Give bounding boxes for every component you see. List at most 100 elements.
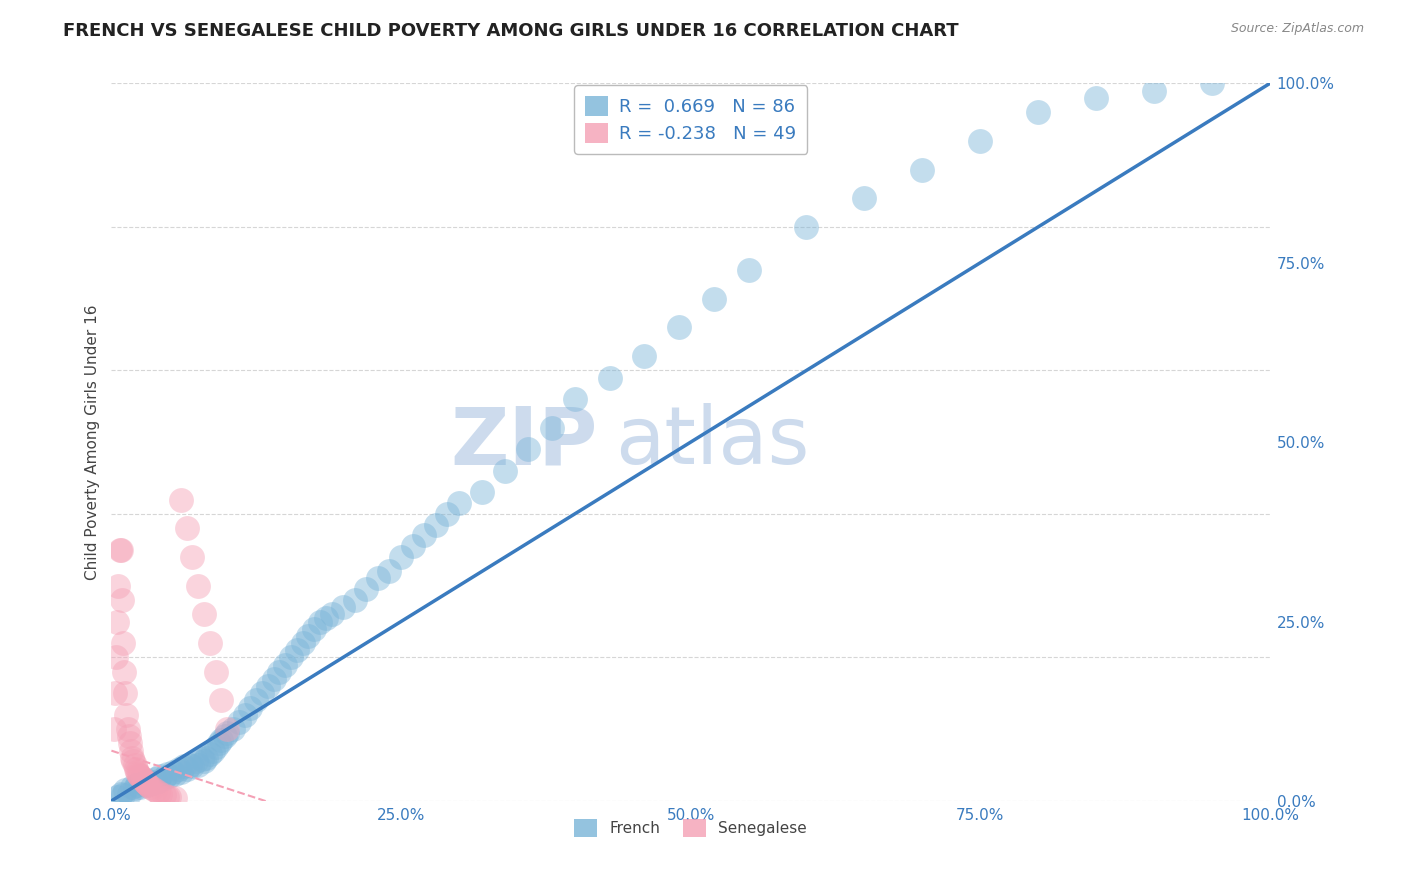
Point — [214, 729, 236, 743]
Point — [111, 788, 134, 802]
Point — [145, 783, 167, 797]
Point — [129, 780, 152, 794]
Point — [117, 722, 139, 736]
Point — [141, 780, 163, 795]
Point — [145, 772, 167, 787]
Point — [156, 766, 179, 780]
Point — [107, 579, 129, 593]
Point — [129, 770, 152, 784]
Point — [112, 665, 135, 679]
Point — [118, 737, 141, 751]
Point — [228, 714, 250, 729]
Point — [138, 780, 160, 794]
Point — [911, 162, 934, 177]
Point — [367, 572, 389, 586]
Point — [280, 650, 302, 665]
Point — [517, 442, 540, 457]
Point — [152, 771, 174, 785]
Point — [274, 657, 297, 672]
Point — [198, 747, 221, 762]
Point — [413, 528, 436, 542]
Point — [198, 636, 221, 650]
Point — [309, 615, 332, 629]
Point — [132, 776, 155, 790]
Point — [202, 744, 225, 758]
Point — [128, 768, 150, 782]
Point — [239, 700, 262, 714]
Text: FRENCH VS SENEGALESE CHILD POVERTY AMONG GIRLS UNDER 16 CORRELATION CHART: FRENCH VS SENEGALESE CHILD POVERTY AMONG… — [63, 22, 959, 40]
Point — [157, 769, 180, 783]
Point — [853, 191, 876, 205]
Point — [146, 785, 169, 799]
Point — [118, 729, 141, 743]
Point — [211, 693, 233, 707]
Point — [111, 636, 134, 650]
Point — [256, 679, 278, 693]
Text: Source: ZipAtlas.com: Source: ZipAtlas.com — [1230, 22, 1364, 36]
Point — [152, 788, 174, 802]
Point — [737, 263, 759, 277]
Point — [703, 292, 725, 306]
Point — [104, 686, 127, 700]
Point — [179, 758, 201, 772]
Point — [110, 542, 132, 557]
Point — [111, 593, 134, 607]
Point — [120, 744, 142, 758]
Point — [105, 650, 128, 665]
Point — [1085, 91, 1108, 105]
Point — [138, 778, 160, 792]
Point — [471, 485, 494, 500]
Point — [378, 564, 401, 578]
Point — [425, 517, 447, 532]
Point — [146, 773, 169, 788]
Point — [165, 791, 187, 805]
Point — [135, 778, 157, 792]
Point — [245, 693, 267, 707]
Point — [1143, 84, 1166, 98]
Point — [540, 421, 562, 435]
Point — [115, 707, 138, 722]
Point — [103, 722, 125, 736]
Point — [121, 780, 143, 794]
Point — [125, 762, 148, 776]
Point — [564, 392, 586, 406]
Point — [297, 629, 319, 643]
Point — [302, 622, 325, 636]
Point — [176, 762, 198, 776]
Point — [124, 758, 146, 772]
Point — [105, 615, 128, 629]
Point — [599, 370, 621, 384]
Point — [108, 542, 131, 557]
Point — [125, 765, 148, 780]
Point — [969, 134, 991, 148]
Point — [195, 751, 218, 765]
Point — [191, 752, 214, 766]
Point — [389, 549, 412, 564]
Point — [184, 755, 207, 769]
Point — [204, 665, 226, 679]
Point — [285, 643, 308, 657]
Point — [217, 725, 239, 739]
Point — [118, 787, 141, 801]
Point — [173, 759, 195, 773]
Point — [1026, 105, 1049, 120]
Point — [208, 737, 231, 751]
Text: ZIP: ZIP — [451, 403, 598, 481]
Point — [181, 759, 204, 773]
Point — [354, 582, 377, 597]
Point — [134, 775, 156, 789]
Point — [187, 758, 209, 772]
Point — [263, 672, 285, 686]
Point — [105, 790, 128, 805]
Point — [315, 611, 337, 625]
Point — [131, 771, 153, 785]
Point — [181, 549, 204, 564]
Point — [269, 665, 291, 679]
Point — [291, 636, 314, 650]
Point — [204, 740, 226, 755]
Point — [193, 607, 215, 622]
Point — [211, 732, 233, 747]
Point — [157, 790, 180, 805]
Point — [796, 219, 818, 234]
Point — [149, 787, 172, 801]
